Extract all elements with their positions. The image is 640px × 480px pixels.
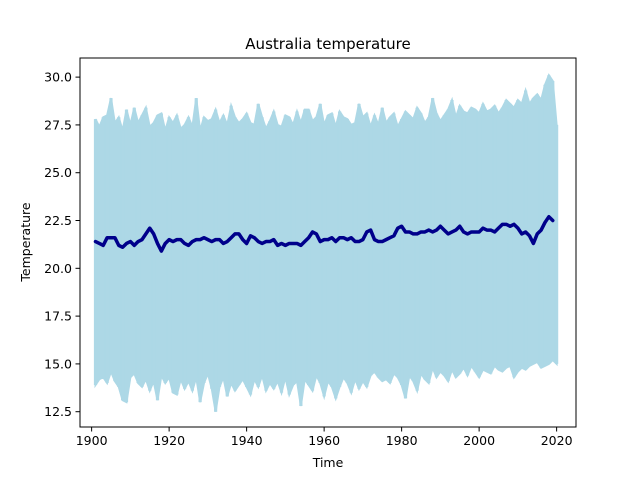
y-tick-label: 22.5	[44, 213, 72, 228]
y-tick-label: 17.5	[44, 309, 72, 324]
smoothed-temperature-line	[93, 214, 555, 253]
y-tick-label: 25.0	[44, 165, 72, 180]
y-tick-label: 12.5	[44, 404, 72, 419]
y-tick-label: 20.0	[44, 261, 72, 276]
chart-title: Australia temperature	[245, 35, 410, 53]
plot-frame	[79, 57, 577, 428]
y-tick-label: 15.0	[44, 356, 72, 371]
x-axis-title: Time	[312, 455, 344, 470]
x-tick-label: 1900	[76, 433, 108, 448]
x-axis-ticks: 1900 1920 1940 1960 1980 2000 2020	[76, 427, 573, 448]
monthly-temperature-series	[93, 73, 559, 412]
x-tick-label: 2000	[463, 433, 495, 448]
y-tick-label: 27.5	[44, 117, 72, 132]
x-tick-label: 1960	[308, 433, 340, 448]
y-axis-title: Temperature	[18, 202, 33, 282]
x-tick-label: 1920	[153, 433, 185, 448]
x-tick-label: 2020	[541, 433, 573, 448]
x-tick-label: 1980	[386, 433, 418, 448]
y-axis-ticks: 12.5 15.0 17.5 20.0 22.5 25.0 27.5 30.0	[44, 70, 80, 419]
y-tick-label: 30.0	[44, 70, 72, 85]
x-tick-label: 1940	[231, 433, 263, 448]
